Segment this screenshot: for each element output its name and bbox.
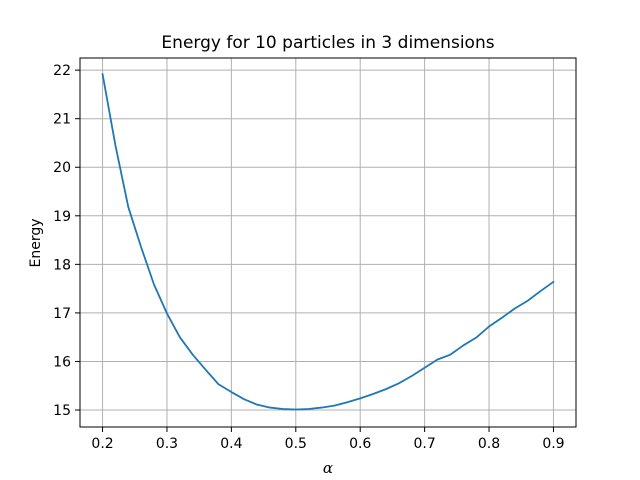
y-tick-label: 16 [53,354,71,370]
x-tick-label: 0.6 [349,436,371,452]
series-layer [101,73,555,411]
y-tick-label: 17 [53,306,71,322]
y-axis-label: Energy [28,218,44,267]
x-tick-label: 0.9 [542,436,564,452]
grid [80,58,576,427]
y-tick-label: 15 [53,403,71,419]
y-tick-label: 20 [53,160,71,176]
y-tick-label: 21 [53,112,71,128]
y-tick-label: 18 [53,257,71,273]
x-axis-label: α [323,459,333,477]
y-tick-label: 19 [53,209,71,225]
x-tick-label: 0.2 [91,436,113,452]
chart-title: Energy for 10 particles in 3 dimensions [161,33,494,53]
x-tick-label: 0.4 [220,436,242,452]
x-ticks: 0.2 0.3 0.4 0.5 0.6 0.7 0.8 0.9 [91,427,565,452]
x-tick-label: 0.7 [413,436,435,452]
y-ticks: 15 16 17 18 19 20 21 22 [53,63,80,419]
x-tick-label: 0.5 [285,436,307,452]
x-tick-label: 0.8 [478,436,500,452]
series-line [101,73,555,411]
y-tick-label: 22 [53,63,71,79]
axes-frame [79,57,577,428]
x-tick-label: 0.3 [156,436,178,452]
